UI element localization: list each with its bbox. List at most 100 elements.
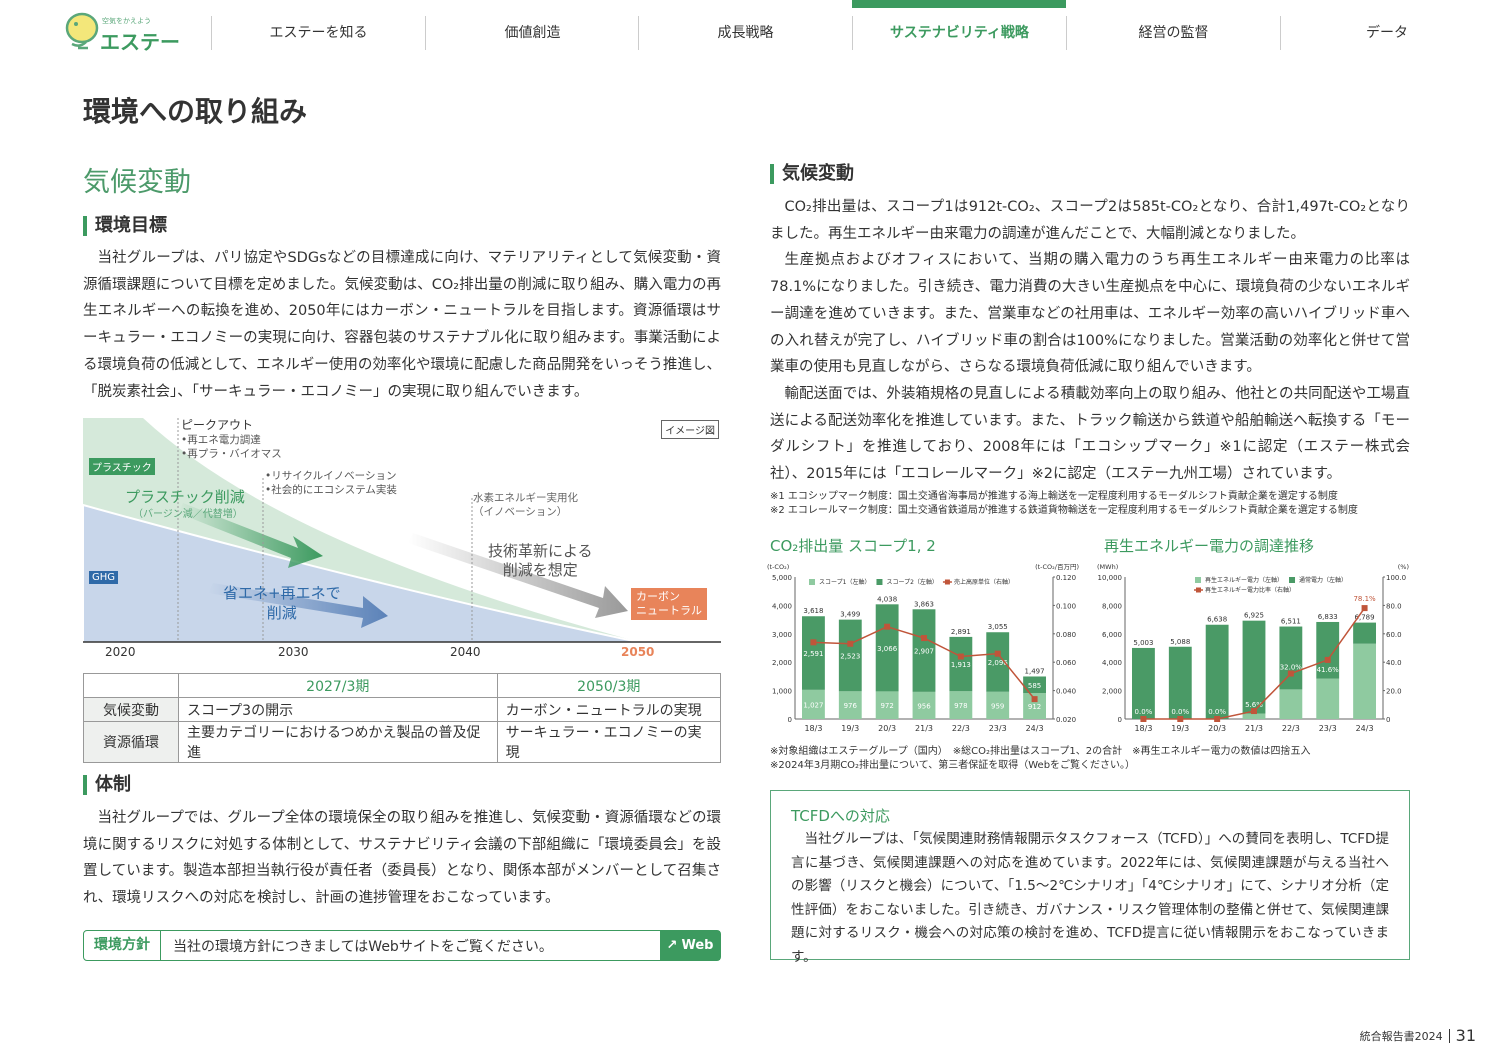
y2-tick-label: 100.0 [1386, 574, 1406, 582]
rate-label: 0.0% [1171, 708, 1189, 716]
y-tick-label: 0 [788, 716, 792, 724]
page-footer: 統合報告書2024 31 [1360, 1026, 1476, 1045]
bar-total-label: 3,863 [914, 600, 934, 608]
hydrogen-sub: （イノベーション） [473, 506, 568, 518]
x-tick-label: 20/3 [878, 724, 896, 733]
line-marker [1177, 716, 1184, 722]
legend-label: 再生エネルギー電力（左軸） [1205, 576, 1283, 584]
bar-total-label: 3,055 [988, 623, 1008, 631]
nav-tab[interactable]: データ [1280, 16, 1492, 50]
y2-tick-label: 0.100 [1056, 602, 1076, 610]
bar-segment [912, 609, 936, 692]
x-tick-label: 23/3 [989, 724, 1007, 733]
bar-segment [986, 632, 1010, 692]
peak-item: •再プラ・バイオマス [181, 448, 282, 460]
scope2-label: 3,066 [877, 645, 898, 653]
goal-body: 当社グループは、パリ協定やSDGsなどの目標達成に向け、マテリアリティとして気候… [83, 250, 721, 400]
bar-segment [912, 691, 936, 719]
rate-label: 41.6% [1317, 666, 1340, 674]
legend-label: スコープ1（左軸） [819, 578, 870, 586]
goal-table: 2027/3期 2050/3期 気候変動 スコープ3の開示 カーボン・ニュートラ… [83, 673, 722, 763]
y-tick-label: 2,000 [772, 659, 792, 667]
logo[interactable]: 空気をかえよう エステー [62, 10, 180, 54]
bar-segment [1132, 647, 1155, 719]
header-cell [83, 673, 179, 698]
y-tick-label: 6,000 [1102, 631, 1122, 639]
bar-segment [1353, 643, 1376, 719]
y2-tick-label: 80.0 [1386, 602, 1402, 610]
y2-tick-label: 0.040 [1056, 688, 1076, 696]
tcfd-body: 当社グループは、「気候関連財務情報開示タスクフォース（TCFD）」への賛同を表明… [791, 831, 1389, 965]
line-marker [1324, 656, 1331, 663]
table-cell: カーボン・ニュートラルの実現 [496, 697, 722, 722]
bar-segment [838, 619, 862, 692]
line-marker [810, 639, 817, 646]
energy-reduce-sub: 削減 [266, 604, 297, 622]
chart-note: ※2024年3月期CO₂排出量について、第三者保証を取得（Webをご覧ください。… [770, 760, 1136, 771]
year-2030: 2030 [278, 645, 309, 659]
roadmap-diagram: イメージ図 プラスチック GHG ピークアウト •再エネ電力調達 •再プラ・バイ… [83, 418, 721, 663]
nav-tab[interactable]: サステナビリティ戦略 [852, 16, 1066, 50]
y2-tick-label: 0.120 [1056, 574, 1076, 582]
legend-swatch [809, 579, 815, 585]
co2-chart-title: CO₂排出量 スコープ1, 2 [770, 537, 936, 555]
rate-label: 5.6% [1245, 701, 1263, 709]
peak-out-label: ピークアウト [181, 418, 254, 432]
row-header: 気候変動 [83, 697, 179, 722]
scope1-label: 972 [880, 702, 893, 710]
legend-marker [944, 579, 950, 585]
y-tick-label: 8,000 [1102, 602, 1122, 610]
y2-tick-label: 0.060 [1056, 659, 1076, 667]
bar-segment [1279, 689, 1303, 719]
bar-segment [1205, 624, 1229, 719]
line-marker [994, 650, 1001, 657]
bar-segment [1316, 678, 1340, 719]
legend-label: 売上高原単位（右軸） [954, 578, 1014, 586]
section-title: 気候変動 [83, 167, 191, 198]
bar-segment [949, 691, 973, 719]
nav-tab[interactable]: 価値創造 [425, 16, 639, 50]
image-label: イメージ図 [661, 420, 719, 439]
logo-tagline: 空気をかえよう [102, 17, 151, 25]
bar-total-label: 2,891 [951, 628, 971, 636]
plastic-reduce-label: プラスチック削減 [125, 488, 245, 506]
bar-total-label: 6,925 [1244, 612, 1264, 620]
system-heading: 体制 [83, 775, 131, 795]
row-header: 資源循環 [83, 721, 179, 763]
climate-paragraph: 輸配送面では、外装箱規格の見直しによる積載効率向上の取り組み、他社との共同配送や… [770, 385, 1410, 483]
y2-axis-unit: (%) [1398, 563, 1409, 571]
web-link-label: Web [681, 938, 714, 953]
carbon-neutral-sub: ニュートラル [636, 604, 702, 617]
rate-label: 78.1% [1353, 595, 1376, 603]
nav-tab[interactable]: エステーを知る [211, 16, 425, 50]
policy-label: 環境方針 [84, 931, 161, 960]
climate-heading: 気候変動 [770, 164, 854, 184]
hydrogen-label: 水素エネルギー実用化 [473, 492, 578, 504]
nav-tab[interactable]: 成長戦略 [638, 16, 852, 50]
bar-total-label: 1,497 [1025, 667, 1045, 675]
nav-tab[interactable]: 経営の監督 [1066, 16, 1280, 50]
table-cell: サーキュラー・エコノミーの実現 [496, 721, 722, 763]
climate-paragraph: 生産拠点およびオフィスにおいて、当期の購入電力のうち再生エネルギー由来電力の比率… [770, 252, 1410, 376]
y2-tick-label: 40.0 [1386, 659, 1402, 667]
y-tick-label: 3,000 [772, 631, 792, 639]
rate-label: 0.0% [1135, 708, 1153, 716]
footnote: ※1 エコシップマーク制度：国土交通省海事局が推進する海上輸送を一定程度利用する… [770, 491, 1338, 502]
line-marker [1251, 708, 1257, 715]
header-cell: 2027/3期 [178, 673, 498, 698]
x-tick-label: 21/3 [1245, 724, 1263, 733]
line-marker [1361, 605, 1368, 612]
line-marker [1287, 670, 1294, 677]
recycle-item: •リサイクルイノベーション [265, 470, 397, 482]
y-tick-label: 5,000 [772, 574, 792, 582]
y2-tick-label: 0 [1386, 716, 1390, 724]
legend-swatch [1289, 577, 1296, 583]
scope2-label: 2,907 [914, 648, 934, 656]
web-link-button[interactable]: ↗ Web [660, 931, 720, 960]
footnote: ※2 エコレールマーク制度：国土交通省鉄道局が推進する鉄道貨物輸送を一定程度利用… [770, 505, 1358, 516]
scope1-label: 978 [954, 702, 967, 710]
bar-total-label: 3,618 [803, 607, 823, 615]
bar-segment [1242, 620, 1266, 714]
y2-tick-label: 0.080 [1056, 631, 1076, 639]
bar-segment [802, 616, 825, 690]
